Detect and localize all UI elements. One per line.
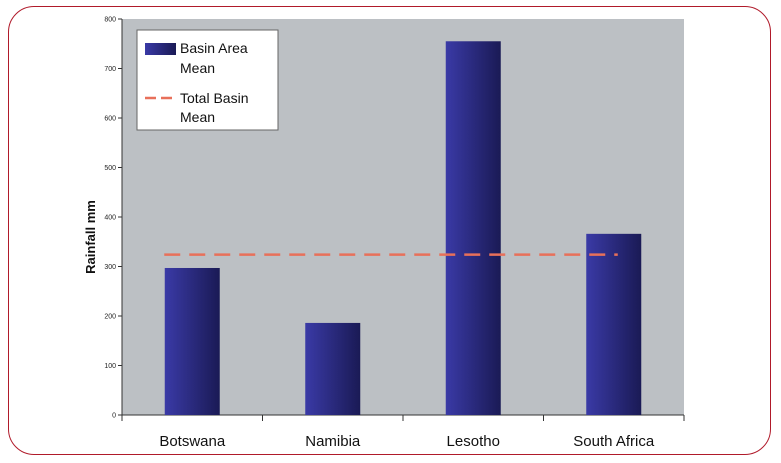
y-axis: 0 100 200 300 400 500 600 700 800 [104, 17, 123, 420]
x-axis: Botswana Namibia Lesotho South Africa [121, 414, 685, 450]
y-tick-label: 100 [104, 363, 116, 370]
legend-label: Total Basin [180, 90, 248, 106]
y-tick-label: 600 [104, 116, 116, 123]
y-tick-label: 700 [104, 66, 116, 73]
y-tick-label: 500 [104, 165, 116, 172]
legend-label: Mean [180, 60, 215, 76]
x-category-label: Namibia [305, 433, 361, 450]
y-tick-label: 800 [104, 17, 116, 24]
y-tick-label: 300 [104, 264, 116, 271]
x-category-label: South Africa [573, 433, 655, 450]
x-category-label: Lesotho [447, 433, 500, 450]
bar [305, 322, 361, 415]
bar [586, 233, 642, 415]
legend-label: Mean [180, 109, 215, 125]
bar [164, 267, 220, 415]
y-tick-label: 400 [104, 215, 116, 222]
bars [164, 41, 642, 416]
x-category-label: Botswana [159, 433, 226, 450]
y-axis-label: Rainfall mm [83, 200, 98, 274]
y-tick-label: 0 [112, 413, 116, 420]
y-tick-label: 200 [104, 314, 116, 321]
legend: Basin Area Mean Total Basin Mean [136, 29, 279, 131]
legend-swatch-bar [145, 43, 176, 55]
legend-label: Basin Area [180, 40, 248, 56]
bar [445, 41, 501, 416]
